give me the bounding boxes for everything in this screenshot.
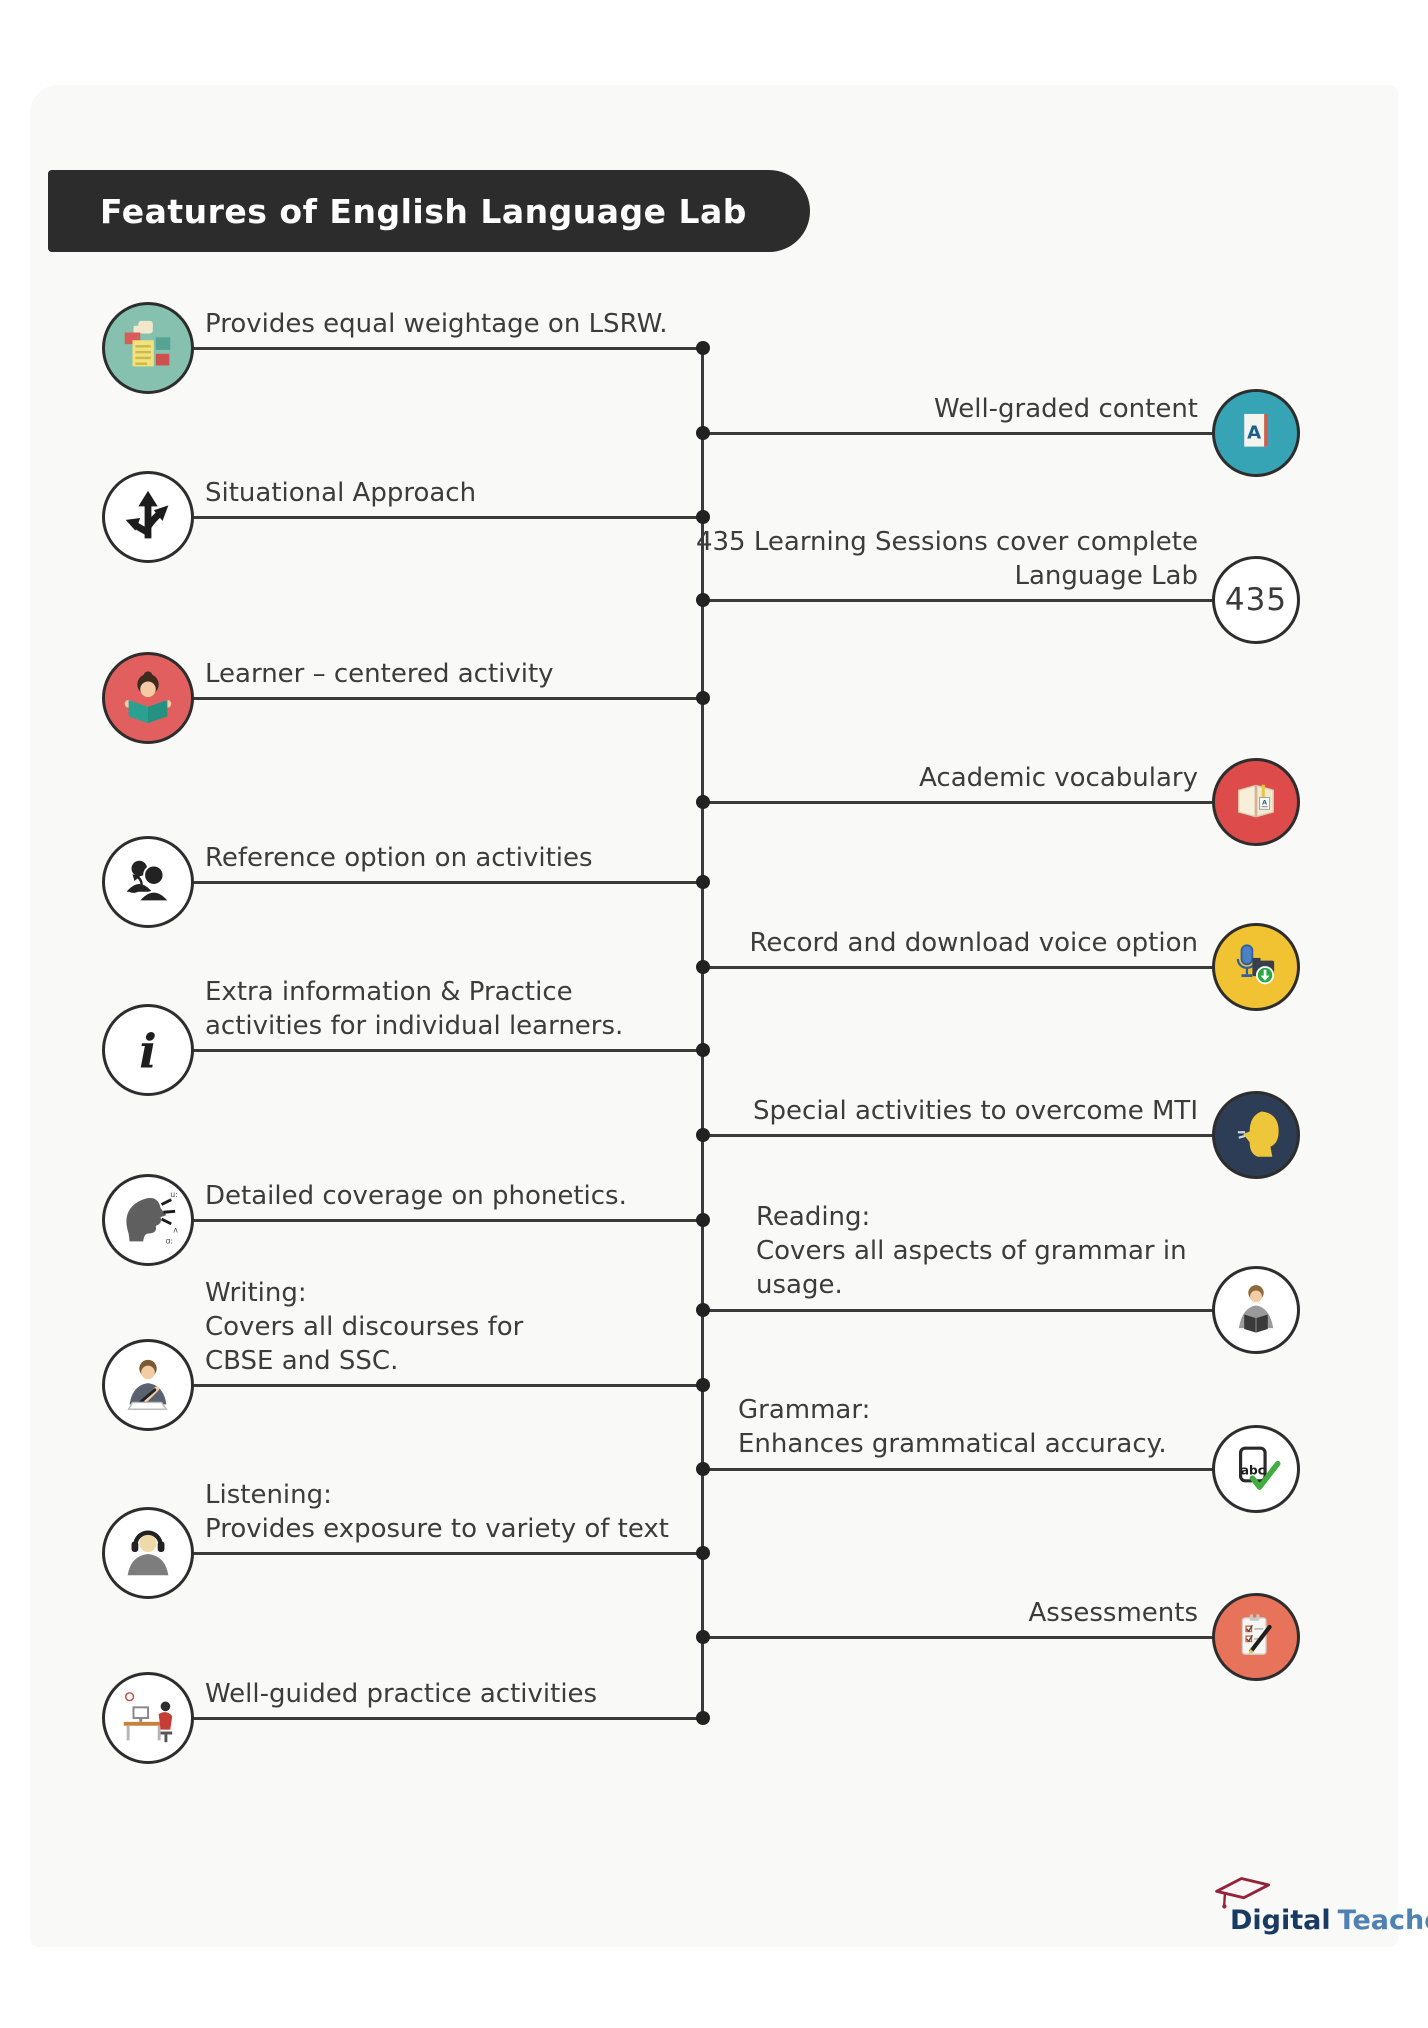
grammar-check-icon: abc: [1212, 1425, 1300, 1513]
feature-label: Grammar: Enhances grammatical accuracy.: [738, 1395, 1167, 1459]
junction-dot: [696, 1546, 710, 1560]
feature-label: Assessments: [1028, 1598, 1198, 1628]
junction-dot: [696, 1378, 710, 1392]
connector-line: [190, 347, 702, 350]
writing-person-icon: [102, 1339, 194, 1431]
title-banner: Features of English Language Lab: [48, 170, 810, 252]
junction-dot: [696, 691, 710, 705]
writing-person-icon: [127, 1359, 168, 1410]
badge-435-label: 435: [1224, 582, 1288, 618]
assessment-icon: [1241, 1613, 1272, 1655]
junction-dot: [696, 1213, 710, 1227]
reading-person-icon: [1212, 1266, 1300, 1354]
timeline-spine: [701, 348, 704, 1718]
connector-line: [190, 697, 702, 700]
feature-label: Well-graded content: [934, 394, 1198, 424]
reader-icon: [102, 652, 194, 744]
junction-dot: [696, 875, 710, 889]
connector-line: [190, 1552, 702, 1555]
junction-dot: [696, 510, 710, 524]
vocab-letter: A: [1262, 800, 1267, 807]
info-icon-glyph: i: [139, 1023, 157, 1078]
brand-name-primary: Digital: [1230, 1905, 1331, 1936]
desk-person-icon: [102, 1672, 194, 1764]
reader-icon: [124, 671, 172, 724]
info-icon: i: [102, 1004, 194, 1096]
lsrw-documents-icon: [124, 320, 171, 367]
record-voice-icon: [1236, 944, 1275, 985]
connector-line: [702, 1636, 1214, 1639]
headphones-person-icon: [102, 1507, 194, 1599]
junction-dot: [696, 1303, 710, 1317]
feature-label: Situational Approach: [205, 478, 477, 508]
grammar-abc-label: abc: [1241, 1463, 1265, 1477]
junction-dot: [696, 1711, 710, 1725]
graded-document-icon: A: [1244, 413, 1268, 447]
connector-line: [190, 1049, 702, 1052]
phoneme-glyph: ʌ: [173, 1226, 178, 1235]
connector-line: [702, 599, 1214, 602]
grammar-check-icon: abc: [1239, 1446, 1281, 1490]
feature-label: Listening: Provides exposure to variety …: [205, 1480, 669, 1544]
feature-label: Reading: Covers all aspects of grammar i…: [756, 1202, 1187, 1300]
connector-line: [190, 1384, 702, 1387]
connector-line: [190, 881, 702, 884]
reading-person-icon: [1238, 1285, 1274, 1333]
connector-line: [702, 432, 1214, 435]
connector-line: [702, 966, 1214, 969]
feature-label: Provides equal weightage on LSRW.: [205, 309, 668, 339]
people-icon: [102, 836, 194, 928]
feature-label: Extra information & Practice activities …: [205, 977, 624, 1041]
junction-dot: [696, 593, 710, 607]
feature-label: Well-guided practice activities: [205, 1679, 598, 1709]
record-voice-icon: [1212, 923, 1300, 1011]
connector-line: [190, 1219, 702, 1222]
vocabulary-book-icon: A: [1238, 784, 1274, 818]
vocabulary-book-icon: A: [1212, 758, 1300, 846]
phonetics-icon: u: ʌ ɑ:: [102, 1174, 194, 1266]
badge-435: 435: [1212, 556, 1300, 644]
connector-line: [702, 1309, 1214, 1312]
feature-label: Record and download voice option: [749, 928, 1198, 958]
connector-line: [702, 801, 1214, 804]
feature-label: Detailed coverage on phonetics.: [205, 1181, 627, 1211]
feature-label: Writing: Covers all discourses for CBSE …: [205, 1278, 524, 1376]
connector-line: [702, 1134, 1214, 1137]
junction-dot: [696, 1043, 710, 1057]
feature-label: Learner – centered activity: [205, 659, 554, 689]
info-icon: i: [139, 1023, 157, 1078]
connector-line: [190, 1717, 702, 1720]
feature-label: Special activities to overcome MTI: [753, 1096, 1198, 1126]
phonetics-icon: u: ʌ ɑ:: [126, 1190, 178, 1245]
mti-speaking-icon: [1212, 1091, 1300, 1179]
brand-name-secondary: Teacher: [1337, 1905, 1428, 1936]
assessment-icon: [1212, 1593, 1300, 1681]
feature-label: Academic vocabulary: [919, 763, 1198, 793]
page-title: Features of English Language Lab: [100, 191, 747, 231]
junction-dot: [696, 341, 710, 355]
grade-letter: A: [1247, 422, 1261, 443]
junction-dot: [696, 1462, 710, 1476]
connector-line: [190, 516, 702, 519]
lsrw-documents-icon: [102, 302, 194, 394]
headphones-person-icon: [127, 1530, 169, 1576]
feature-label: Reference option on activities: [205, 843, 593, 873]
people-icon: [126, 860, 172, 903]
directions-icon: [102, 471, 194, 563]
phoneme-glyph: ɑ:: [165, 1236, 173, 1245]
graduation-cap-icon: [1215, 1877, 1271, 1909]
phoneme-glyph: u:: [170, 1190, 178, 1199]
junction-dot: [696, 1630, 710, 1644]
mti-speaking-icon: [1237, 1111, 1279, 1157]
desk-person-icon: [123, 1692, 173, 1743]
graded-document-icon: A: [1212, 389, 1300, 477]
junction-dot: [696, 795, 710, 809]
junction-dot: [696, 960, 710, 974]
feature-label: 435 Learning Sessions cover complete Lan…: [695, 527, 1198, 591]
brand-logo: Digital Teacher .in: [1215, 1877, 1428, 1953]
junction-dot: [696, 1128, 710, 1142]
directions-icon: [125, 490, 169, 539]
junction-dot: [696, 426, 710, 440]
connector-line: [702, 1468, 1214, 1471]
